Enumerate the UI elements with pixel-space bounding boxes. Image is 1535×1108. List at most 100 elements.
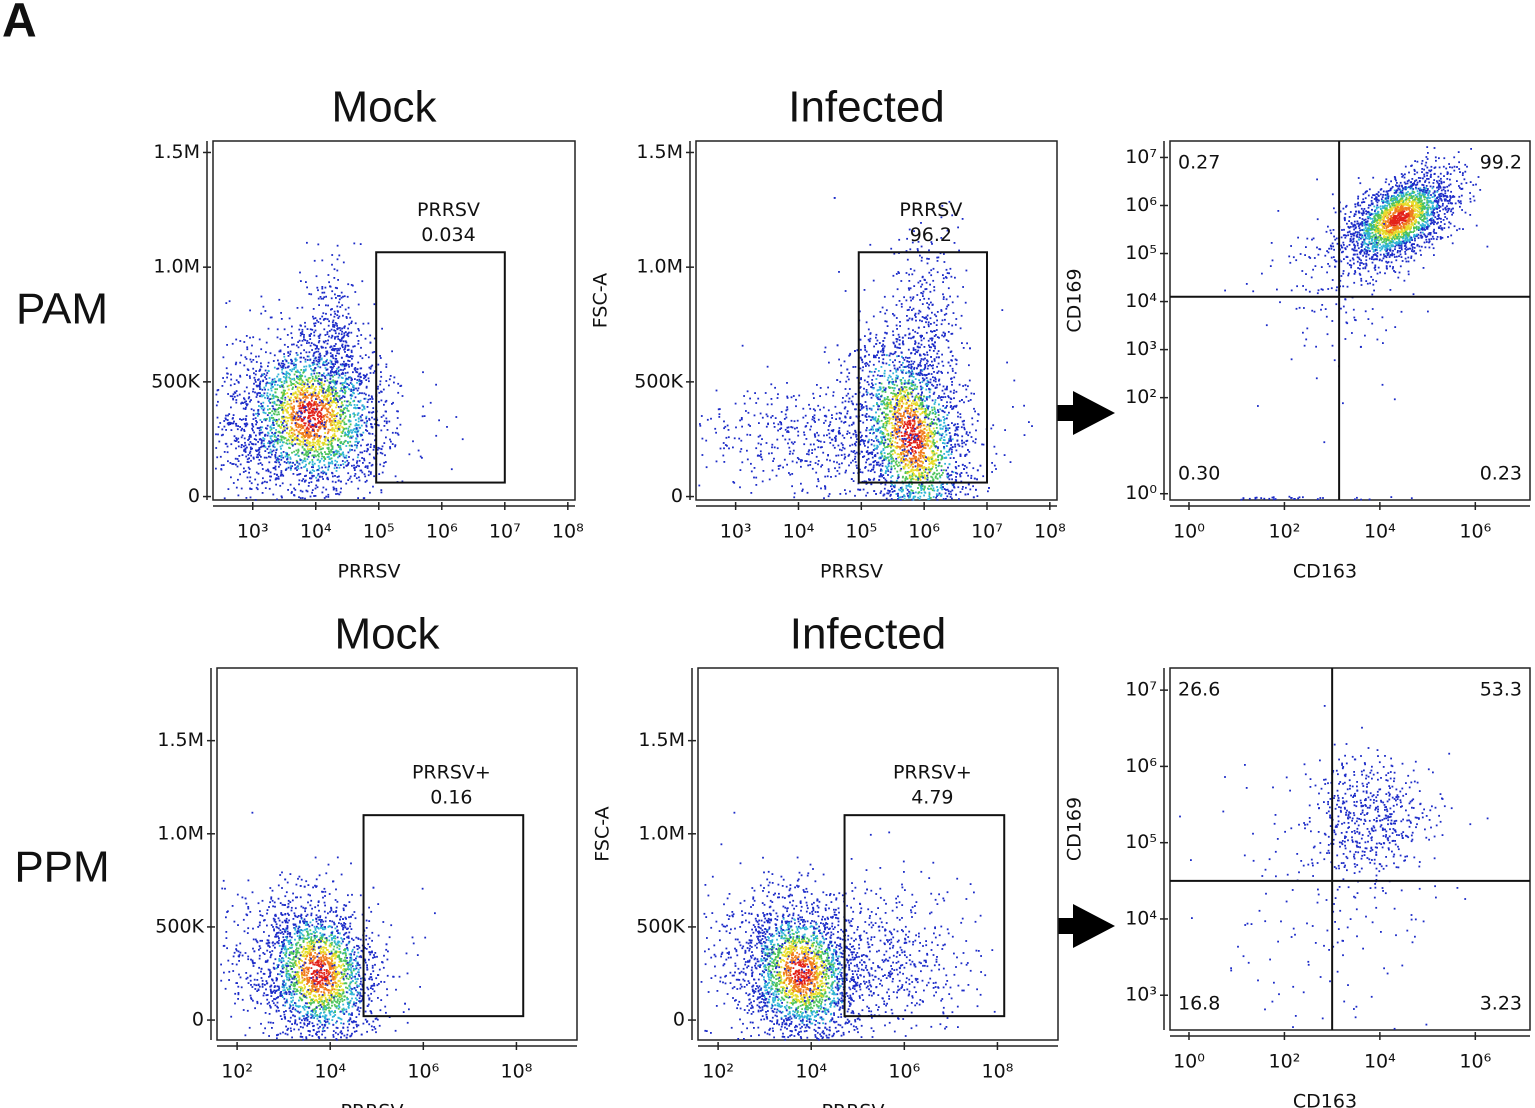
event-dot xyxy=(333,395,336,397)
event-dot xyxy=(355,446,358,449)
event-dot xyxy=(340,356,343,359)
event-dot xyxy=(282,362,285,365)
event-dot xyxy=(977,413,980,415)
event-dot xyxy=(318,391,320,393)
event-dot xyxy=(942,425,945,428)
event-dot xyxy=(914,411,916,414)
event-dot xyxy=(281,482,284,485)
event-dot xyxy=(952,405,955,408)
event-dot xyxy=(861,361,864,364)
event-dot xyxy=(333,371,335,374)
event-dot xyxy=(904,477,907,480)
event-dot xyxy=(870,439,873,441)
event-dot xyxy=(235,361,238,364)
event-dot xyxy=(345,427,348,430)
event-dot xyxy=(954,445,957,448)
event-dot xyxy=(947,475,950,478)
event-dot xyxy=(299,371,301,374)
event-dot xyxy=(394,445,396,448)
event-dot xyxy=(861,439,864,442)
event-dot xyxy=(257,378,260,381)
event-dot xyxy=(860,436,862,439)
event-dot xyxy=(291,413,294,416)
event-dot xyxy=(261,445,263,448)
event-dot xyxy=(944,492,947,495)
event-dot xyxy=(381,452,384,455)
event-dot xyxy=(332,323,334,326)
event-dot xyxy=(982,443,985,446)
event-dot xyxy=(373,370,376,373)
event-dot xyxy=(875,393,878,396)
event-dot xyxy=(883,452,886,454)
event-dot xyxy=(281,431,284,434)
event-dot xyxy=(920,451,923,454)
event-dot xyxy=(250,448,252,450)
event-dot xyxy=(908,356,911,359)
event-dot xyxy=(318,304,320,306)
event-dot xyxy=(307,424,310,426)
event-dot xyxy=(941,432,944,435)
event-dot xyxy=(275,483,277,486)
event-dot xyxy=(281,444,284,447)
event-dot xyxy=(951,497,953,500)
event-dot xyxy=(912,436,914,439)
event-dot xyxy=(347,433,350,436)
event-dot xyxy=(287,372,290,375)
event-dot xyxy=(384,400,387,403)
event-dot xyxy=(357,328,360,330)
event-dot xyxy=(878,342,881,344)
event-dot xyxy=(335,348,337,350)
event-dot xyxy=(343,295,346,298)
event-dot xyxy=(310,396,313,399)
event-dot xyxy=(316,345,318,348)
event-dot xyxy=(248,443,250,446)
event-dot xyxy=(264,419,267,422)
event-dot xyxy=(280,456,283,459)
event-dot xyxy=(914,378,917,380)
event-dot xyxy=(331,408,333,411)
event-dot xyxy=(928,485,931,487)
event-dot xyxy=(339,363,342,366)
event-dot xyxy=(298,379,301,382)
event-dot xyxy=(909,493,912,495)
event-dot xyxy=(331,462,334,465)
event-dot xyxy=(222,464,225,466)
event-dot xyxy=(332,475,334,478)
event-dot xyxy=(923,373,926,376)
event-dot xyxy=(302,394,305,397)
event-dot xyxy=(329,352,332,355)
event-dot xyxy=(311,328,314,331)
event-dot xyxy=(907,327,910,330)
event-dot xyxy=(272,397,275,400)
event-dot xyxy=(358,329,360,332)
event-dot xyxy=(243,397,245,400)
event-dot xyxy=(945,489,947,491)
event-dot xyxy=(252,359,255,361)
event-dot xyxy=(322,447,324,450)
event-dot xyxy=(282,386,285,389)
event-dot xyxy=(279,441,282,444)
event-dot xyxy=(913,423,916,426)
event-dot xyxy=(288,317,291,320)
event-dot xyxy=(260,442,263,445)
event-dot xyxy=(343,386,345,389)
event-dot xyxy=(348,376,350,379)
event-dot xyxy=(252,367,255,370)
event-dot xyxy=(889,455,892,458)
event-dot xyxy=(237,445,240,448)
event-dot xyxy=(936,486,938,488)
event-dot xyxy=(303,416,305,419)
event-dot xyxy=(267,388,270,391)
event-dot xyxy=(324,422,327,425)
event-dot xyxy=(908,387,911,390)
event-dot xyxy=(851,423,853,426)
event-dot xyxy=(331,321,334,324)
event-dot xyxy=(287,346,289,348)
event-dot xyxy=(369,367,372,370)
event-dot xyxy=(233,391,236,394)
event-dot xyxy=(365,444,368,447)
event-dot xyxy=(234,363,237,366)
event-dot xyxy=(319,420,322,423)
event-dot xyxy=(339,421,342,424)
event-dot xyxy=(264,487,267,489)
